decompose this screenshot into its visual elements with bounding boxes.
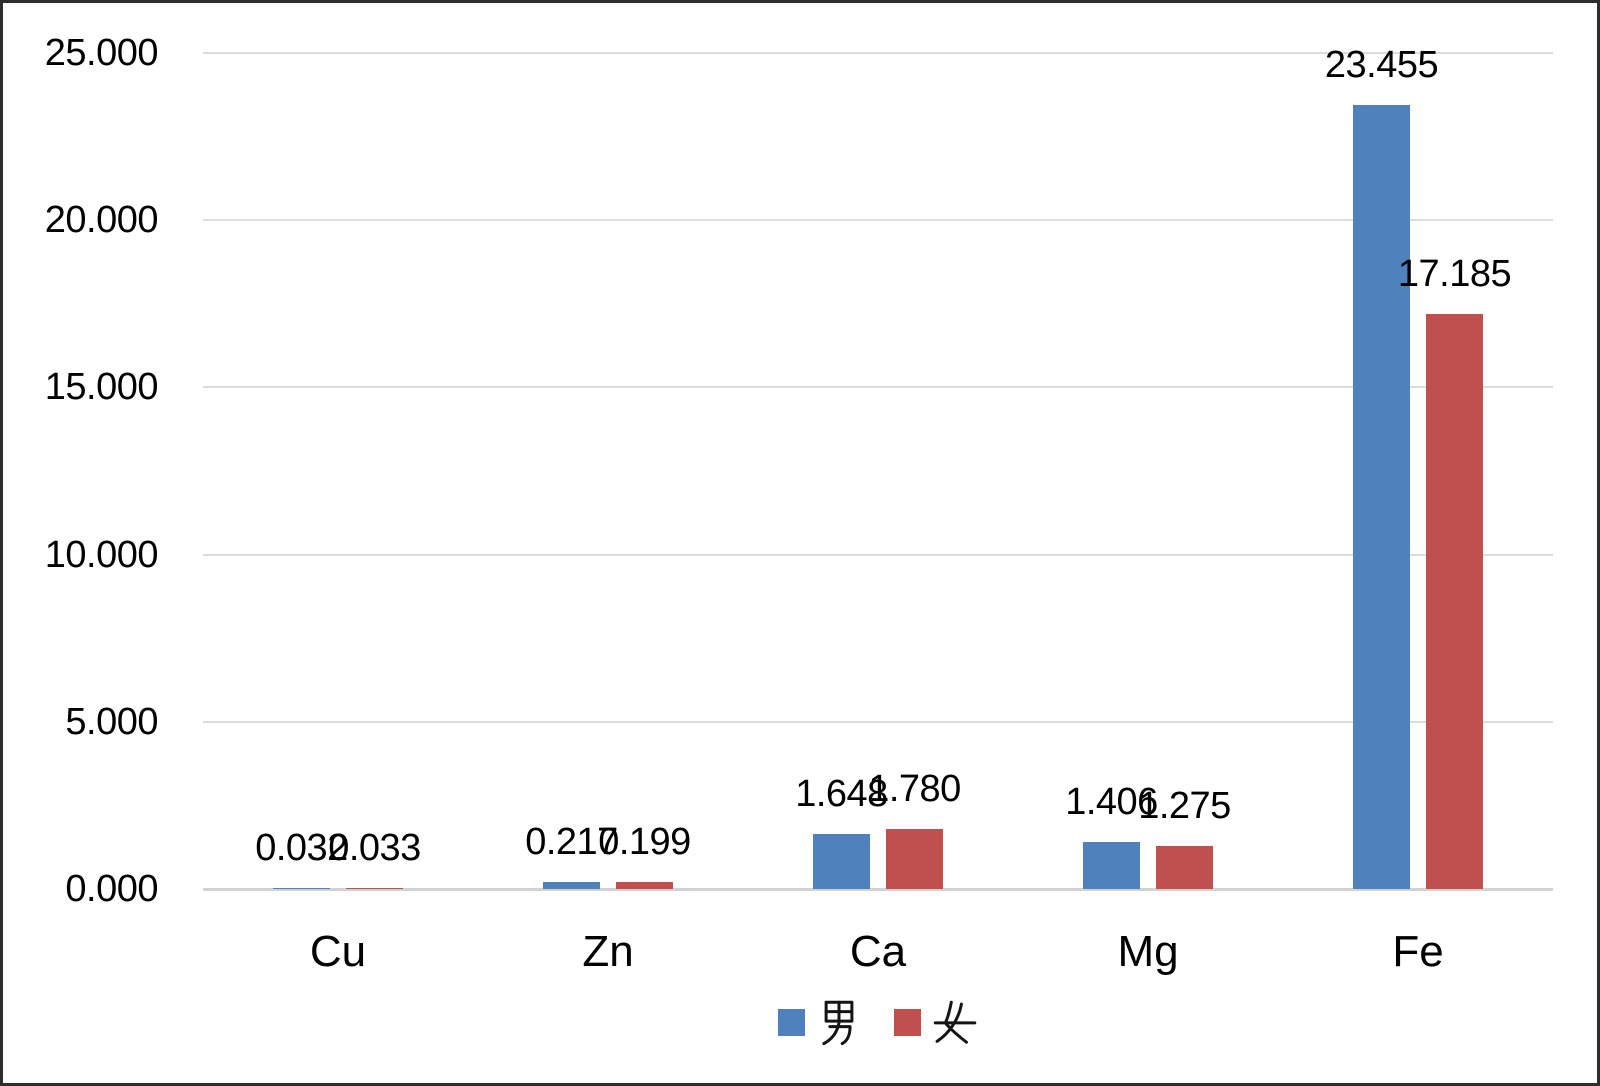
bar-male-ca: [813, 833, 870, 889]
legend: 男 女: [203, 993, 1553, 1051]
data-label-female-cu: 0.033: [328, 826, 421, 869]
female-character-glyph-icon: [933, 1000, 977, 1044]
bar-female-zn: [616, 882, 673, 889]
x-axis-category-label: Zn: [582, 927, 634, 976]
x-axis-category-label: Ca: [849, 927, 907, 976]
legend-swatch-female-icon: [894, 1008, 921, 1036]
bar-male-cu: [273, 887, 330, 889]
gridline-20.000: [203, 219, 1553, 222]
data-label-male-zn: 0.217: [525, 820, 618, 863]
bar-female-cu: [346, 887, 403, 889]
x-axis-category-label: Fe: [1392, 927, 1444, 976]
y-axis-tick-label: 10.000: [44, 533, 159, 576]
y-axis-tick-label: 5.000: [65, 700, 158, 743]
y-axis-tick-label: 0.000: [65, 868, 158, 910]
x-axis-category-label: Cu: [309, 927, 367, 976]
gridline-15.000: [203, 386, 1553, 389]
y-axis-tick-label: 20.000: [44, 199, 159, 242]
bar-female-fe: [1426, 314, 1483, 889]
gridline-25.000: [203, 52, 1553, 54]
y-axis-tick-label: 25.000: [44, 32, 159, 74]
legend-item-female: 女: [894, 997, 978, 1047]
data-label-male-mg: 1.406: [1065, 780, 1158, 823]
gridline-5.000: [203, 720, 1553, 723]
gridline-0.000: [203, 888, 1553, 891]
legend-item-male: 男: [778, 997, 862, 1047]
bar-female-ca: [886, 829, 943, 889]
data-label-female-mg: 1.275: [1138, 785, 1231, 828]
x-axis-category-label: Mg: [1117, 927, 1179, 976]
data-label-male-cu: 0.032: [255, 826, 348, 869]
bar-female-mg: [1156, 846, 1213, 889]
legend-swatch-male-icon: [778, 1008, 805, 1036]
data-label-female-ca: 1.780: [868, 768, 961, 811]
data-label-female-fe: 17.185: [1397, 253, 1512, 296]
gridline-10.000: [203, 553, 1553, 556]
data-label-male-fe: 23.455: [1324, 43, 1439, 86]
y-axis-tick-label: 15.000: [44, 366, 159, 409]
bar-male-zn: [543, 881, 600, 889]
male-character-glyph-icon: [822, 1000, 854, 1046]
bar-male-mg: [1083, 841, 1140, 889]
data-label-female-zn: 0.199: [598, 821, 691, 864]
bar-male-fe: [1353, 104, 1410, 889]
data-label-male-ca: 1.648: [795, 772, 888, 815]
